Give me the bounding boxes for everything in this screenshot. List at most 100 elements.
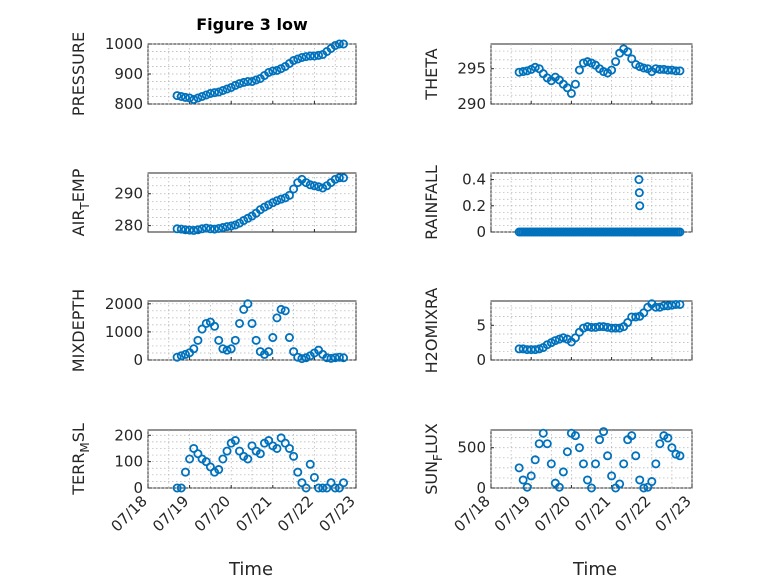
- air_temp-data-point: [205, 224, 215, 234]
- h2omixra-data-point: [655, 302, 665, 312]
- pressure-data-point: [205, 89, 215, 99]
- mixdepth-subplot: 0 1000 2000 MIXDEPTH: [69, 289, 357, 372]
- mixdepth-data-point: [172, 352, 182, 362]
- mixdepth-data-point: [280, 306, 290, 316]
- sun_flux-data-point: [607, 471, 617, 481]
- terr_msl-y-axis-label: TERRMSL: [69, 423, 92, 496]
- air_temp-data-point: [218, 223, 228, 233]
- rainfall-data-point: [675, 227, 685, 237]
- mixdepth-y-tick-label: 2000: [105, 295, 143, 313]
- pressure-data-point: [197, 92, 207, 102]
- pressure-data-point: [180, 92, 190, 102]
- pressure-data-point: [289, 56, 299, 66]
- sun_flux-data-point: [599, 427, 609, 437]
- terr_msl-data-point: [185, 454, 195, 464]
- rainfall-data-point: [635, 201, 645, 211]
- x-axis-label-left: Time: [228, 559, 273, 580]
- mixdepth-data-point: [235, 318, 245, 328]
- pressure-data-point: [309, 51, 319, 61]
- theta-data-point: [671, 66, 681, 76]
- pressure-data-point: [172, 91, 182, 101]
- air_temp-data-point: [309, 181, 319, 191]
- air_temp-data-point: [176, 224, 186, 234]
- terr_msl-data-point: [314, 483, 324, 493]
- terr_msl-y-tick-label: 200: [114, 426, 143, 444]
- sun_flux-data-point: [591, 459, 601, 469]
- pressure-data-point: [264, 68, 274, 78]
- sun_flux-data-point: [643, 482, 653, 492]
- mixdepth-y-axis-label: MIXDEPTH: [69, 289, 88, 372]
- theta-data-point: [518, 67, 528, 77]
- sun_flux-data-point: [651, 459, 661, 469]
- pressure-data-point: [305, 51, 315, 61]
- mixdepth-data-point: [180, 349, 190, 359]
- pressure-data-point: [330, 41, 340, 51]
- terr_msl-data-point: [284, 443, 294, 453]
- sun_flux-data-point: [546, 459, 556, 469]
- terr_msl-data-point: [330, 483, 340, 493]
- mixdepth-data-point: [193, 335, 203, 345]
- sun_flux-data-point: [603, 451, 613, 461]
- theta-data-point: [574, 65, 584, 75]
- sun_flux-data-point: [558, 467, 568, 477]
- mixdepth-data-point: [276, 304, 286, 314]
- sun_flux-data-point: [647, 477, 657, 487]
- mixdepth-data-point: [189, 344, 199, 354]
- theta-data-point: [675, 66, 685, 76]
- sun_flux-data-point: [562, 447, 572, 457]
- mixdepth-data-point: [197, 324, 207, 334]
- pressure-data-point: [334, 39, 344, 49]
- air_temp-data-point: [214, 223, 224, 233]
- pressure-data-point: [176, 92, 186, 102]
- pressure-data-point: [251, 75, 261, 85]
- terr_msl-data-point: [301, 483, 311, 493]
- theta-data-point: [599, 67, 609, 77]
- pressure-data-point: [272, 65, 282, 75]
- sun_flux-data-point: [587, 483, 597, 493]
- mixdepth-data-point: [268, 333, 278, 343]
- mixdepth-data-point: [251, 335, 261, 345]
- air_temp-data-point: [339, 173, 349, 183]
- air_temp-data-point: [201, 223, 211, 233]
- sun_flux-y-tick-label: 500: [457, 439, 486, 457]
- rainfall-y-tick-label: 0.2: [462, 197, 486, 215]
- mixdepth-data-point: [247, 318, 257, 328]
- h2omixra-y-tick-label: 0: [476, 351, 486, 369]
- air_temp-data-point: [272, 196, 282, 206]
- terr_msl-x-tick-label: 07/20: [191, 492, 234, 535]
- sun_flux-data-point: [570, 431, 580, 441]
- terr_msl-x-tick-label: 07/23: [316, 492, 359, 535]
- h2omixra-data-point: [675, 299, 685, 309]
- mixdepth-y-tick-label: 0: [133, 351, 143, 369]
- air_temp-data-point: [334, 173, 344, 183]
- terr_msl-data-point: [305, 459, 315, 469]
- h2omixra-data-point: [530, 345, 540, 355]
- mixdepth-data-point: [322, 353, 332, 363]
- pressure-data-point: [314, 50, 324, 60]
- theta-data-point: [562, 83, 572, 93]
- terr_msl-data-point: [172, 483, 182, 493]
- theta-data-point: [530, 62, 540, 72]
- sun_flux-x-tick-label: 07/19: [491, 492, 534, 535]
- mixdepth-data-point: [293, 352, 303, 362]
- mixdepth-data-point: [284, 333, 294, 343]
- sun_flux-x-tick-label: 07/20: [531, 492, 574, 535]
- pressure-data-point: [235, 79, 245, 89]
- rainfall-subplot: 0 0.2 0.4 RAINFALL: [422, 165, 693, 241]
- pressure-data-point: [243, 77, 253, 87]
- theta-subplot: 290 295 THETA: [422, 43, 693, 113]
- air_temp-data-point: [284, 190, 294, 200]
- air_temp-y-axis-label: AIRTEMP: [69, 168, 92, 236]
- sun_flux-data-point: [578, 459, 588, 469]
- mixdepth-data-point: [272, 313, 282, 323]
- mixdepth-data-point: [222, 345, 232, 355]
- theta-data-point: [607, 65, 617, 75]
- theta-data-point: [570, 79, 580, 89]
- air_temp-data-point: [276, 194, 286, 204]
- sun_flux-data-point: [554, 482, 564, 492]
- terr_msl-data-point: [222, 446, 232, 456]
- mixdepth-data-point: [297, 354, 307, 364]
- air_temp-data-point: [226, 221, 236, 231]
- rainfall-y-tick-label: 0.4: [462, 171, 486, 189]
- sun_flux-y-axis-label: SUNFLUX: [422, 423, 445, 495]
